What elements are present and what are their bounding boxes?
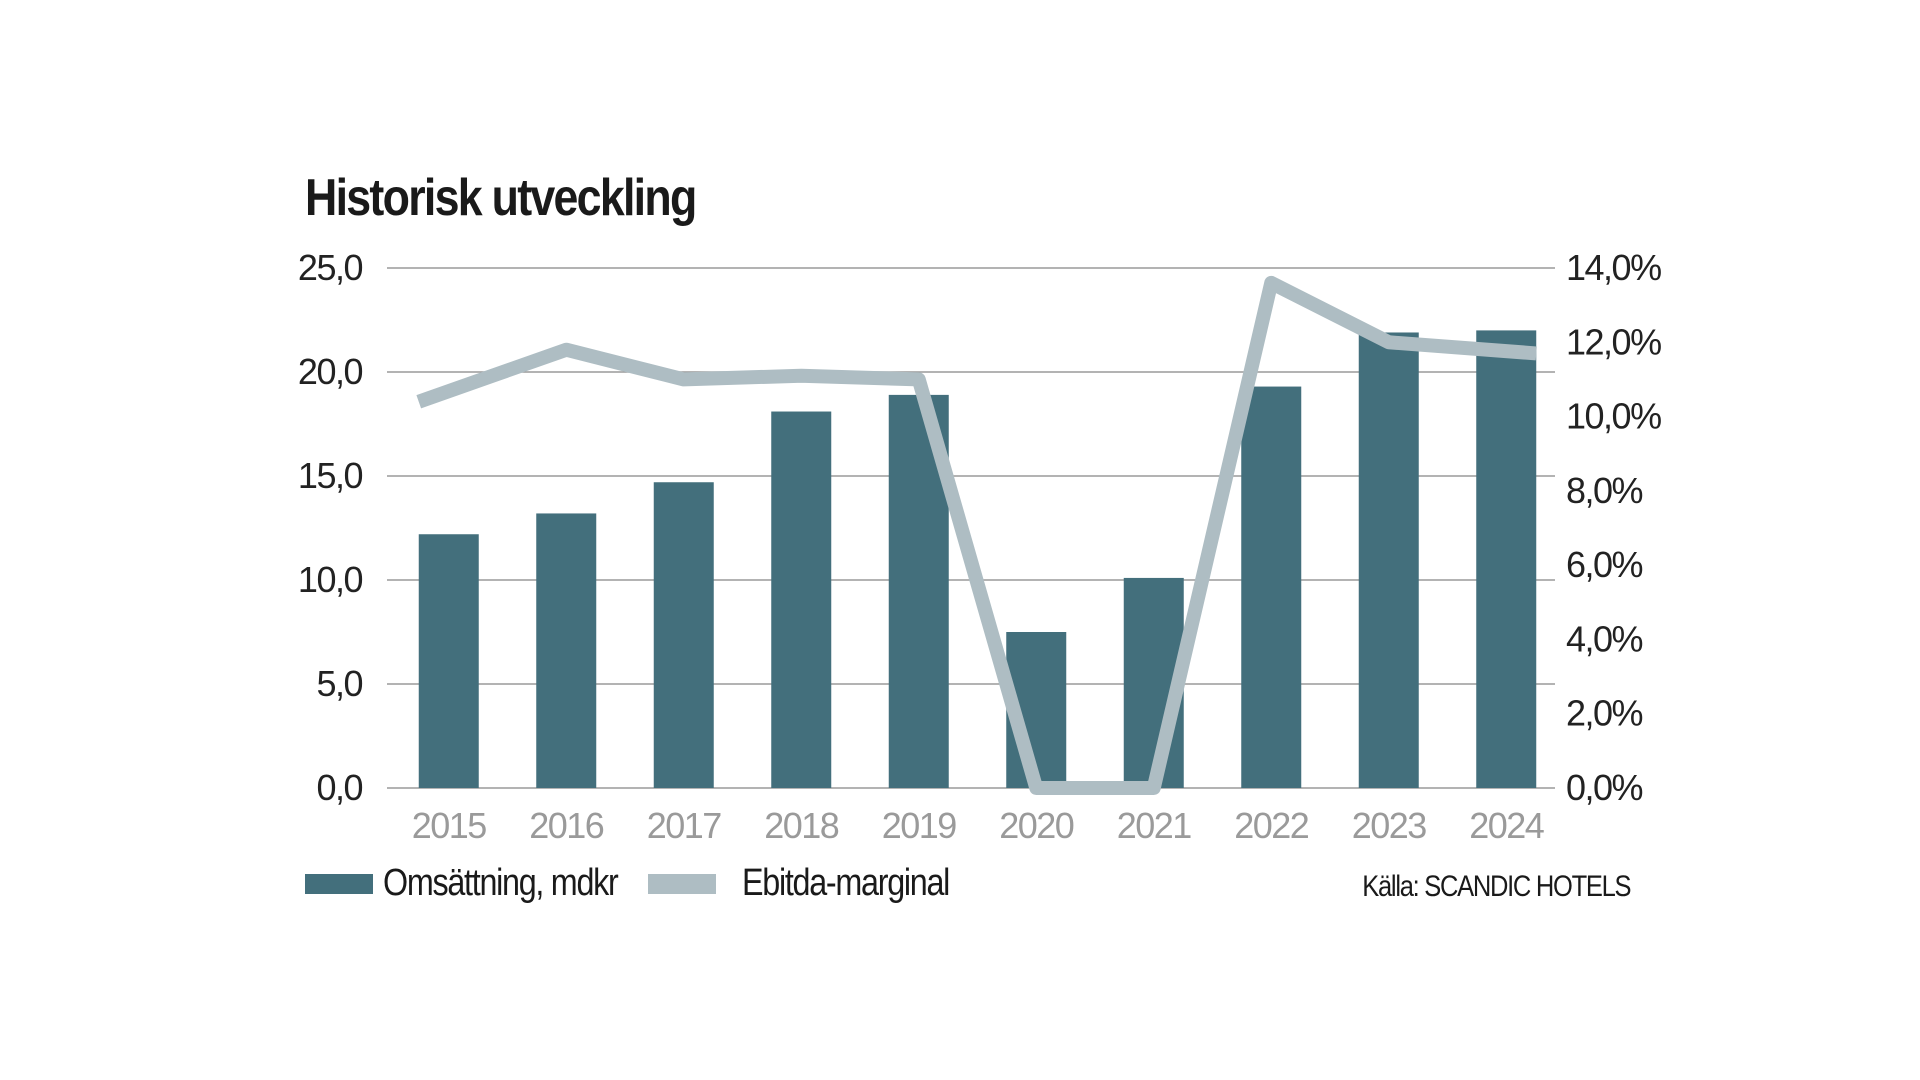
left-tick-label: 25,0 — [298, 247, 363, 288]
legend-item-line: Ebitda-marginal — [648, 862, 986, 905]
right-tick-label: 0,0% — [1566, 767, 1643, 808]
x-tick-label: 2022 — [1234, 805, 1309, 846]
chart-title: Historisk utveckling — [305, 169, 697, 227]
legend-label-bar: Omsättning, mdkr — [383, 862, 619, 904]
right-tick-label: 2,0% — [1566, 693, 1643, 734]
x-tick-label: 2016 — [529, 805, 604, 846]
legend-item-bar: Omsättning, mdkr — [305, 862, 659, 905]
right-tick-label: 10,0% — [1566, 396, 1661, 437]
bar — [418, 534, 479, 788]
left-tick-label: 15,0 — [298, 455, 363, 496]
bar — [771, 411, 832, 788]
x-tick-label: 2019 — [882, 805, 957, 846]
right-tick-label: 8,0% — [1566, 470, 1643, 511]
right-tick-label: 6,0% — [1566, 544, 1643, 585]
x-tick-label: 2015 — [412, 805, 487, 846]
left-tick-label: 0,0 — [316, 767, 362, 808]
left-tick-label: 10,0 — [298, 559, 363, 600]
x-tick-label: 2017 — [647, 805, 722, 846]
legend-swatch-line — [648, 873, 716, 894]
x-axis-ticks: 2015 2016 2017 2018 2019 2020 2021 2022 2023 2024 — [412, 805, 1546, 846]
x-tick-label: 2018 — [764, 805, 839, 846]
bar-series — [418, 330, 1537, 788]
legend-label-line: Ebitda-marginal — [742, 862, 950, 904]
bar — [1476, 330, 1537, 788]
legend-swatch-bar — [305, 873, 373, 894]
left-tick-label: 5,0 — [316, 663, 362, 704]
left-tick-label: 20,0 — [298, 351, 363, 392]
bar — [536, 513, 597, 788]
right-tick-label: 14,0% — [1566, 247, 1661, 288]
line-path — [416, 275, 1537, 795]
line-series — [416, 275, 1537, 795]
bar — [1358, 332, 1419, 788]
legend: Omsättning, mdkr Ebitda-marginal — [305, 862, 1635, 912]
source-note: Källa: SCANDIC HOTELS — [1362, 870, 1631, 903]
x-tick-label: 2021 — [1117, 805, 1192, 846]
x-tick-label: 2024 — [1469, 805, 1544, 846]
bar — [1241, 386, 1302, 788]
right-tick-label: 12,0% — [1566, 321, 1661, 362]
x-tick-label: 2020 — [999, 805, 1074, 846]
bar — [653, 482, 714, 788]
x-tick-label: 2023 — [1352, 805, 1427, 846]
right-tick-label: 4,0% — [1566, 618, 1643, 659]
left-axis-ticks: 0,0 5,0 10,0 15,0 20,0 25,0 — [298, 247, 364, 808]
right-axis-ticks: 0,0% 2,0% 4,0% 6,0% 8,0% 10,0% 12,0% 14,0% — [1566, 247, 1663, 808]
